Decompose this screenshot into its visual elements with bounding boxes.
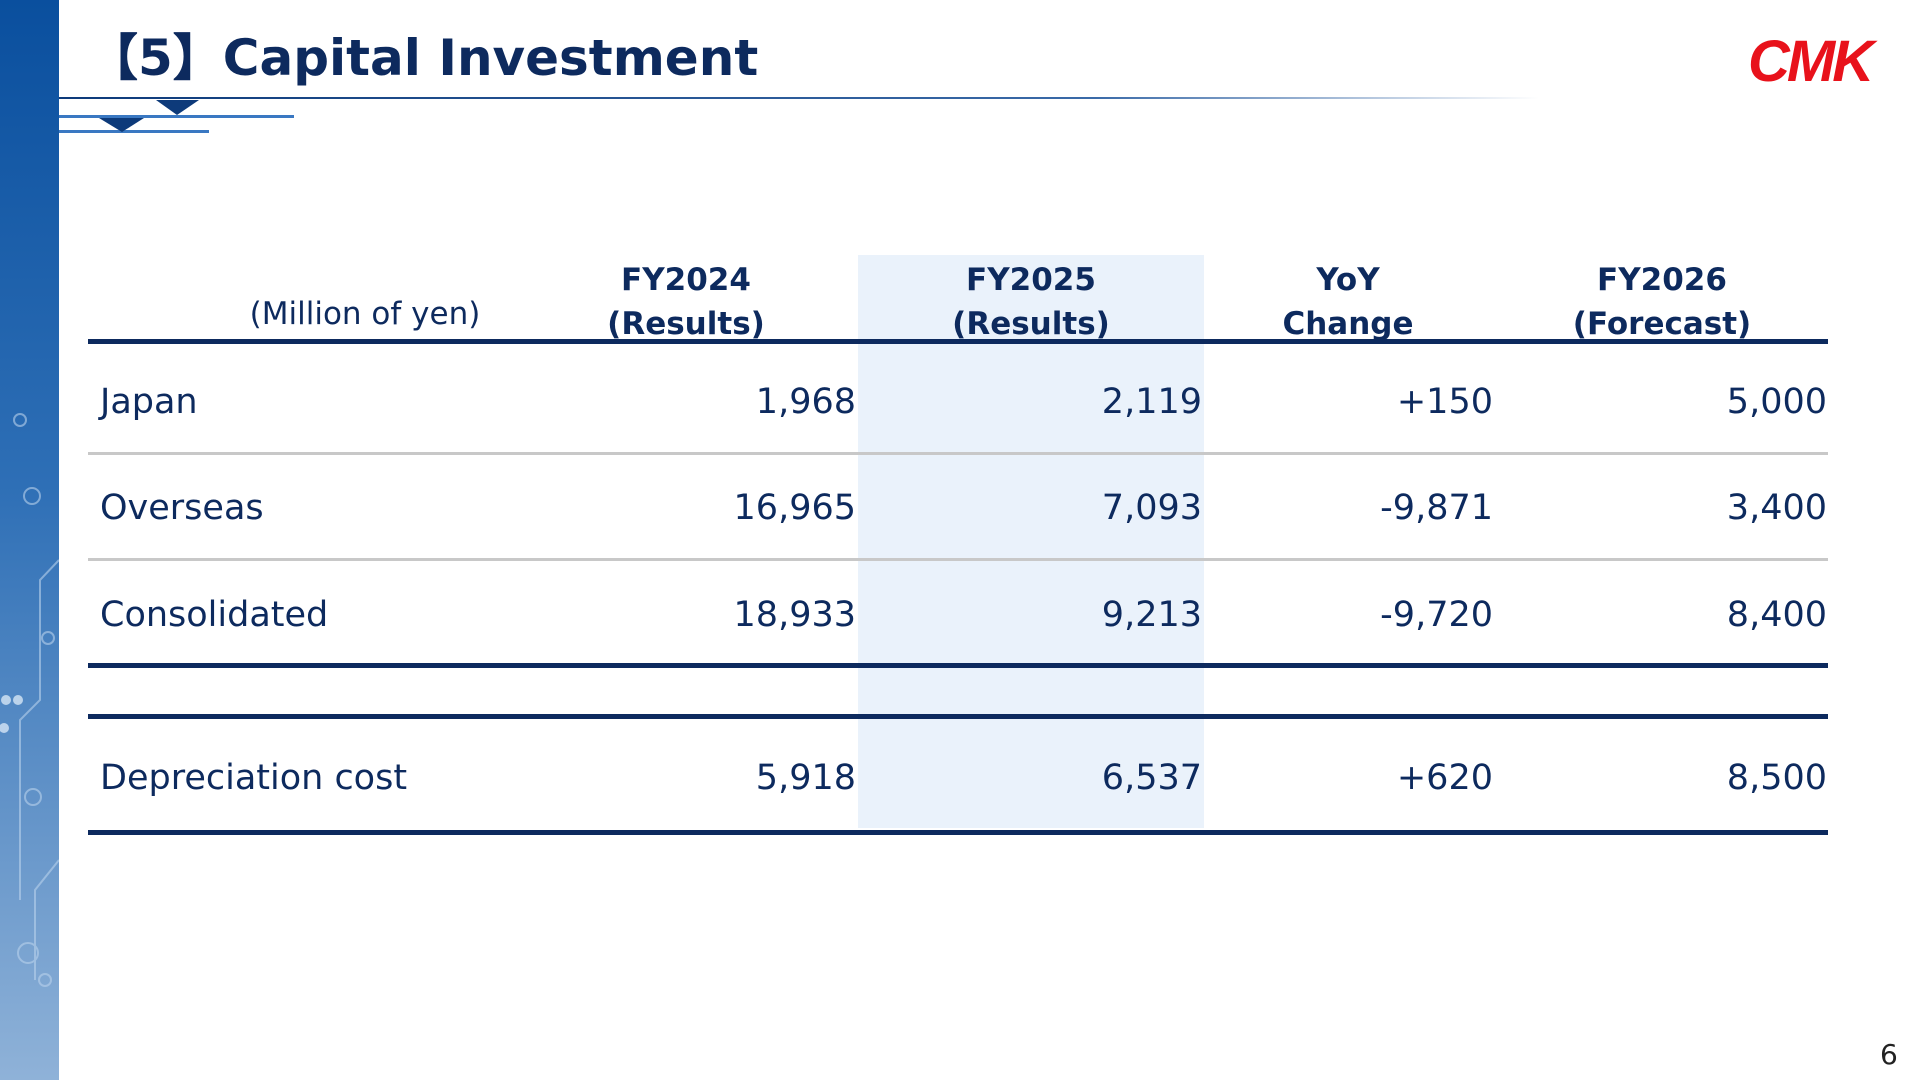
column-header: FY2025 — [966, 262, 1096, 298]
row-label: Overseas — [100, 488, 264, 528]
row-rule — [88, 663, 1828, 668]
cell-value: -9,720 — [1380, 595, 1493, 635]
side-bar — [0, 0, 60, 1080]
header-rule — [88, 339, 1828, 344]
cell-value: 8,400 — [1726, 595, 1827, 635]
row-rule — [88, 452, 1828, 455]
column-subheader: (Forecast) — [1572, 306, 1752, 342]
cell-value: 18,933 — [733, 595, 856, 635]
row-rule — [88, 714, 1828, 719]
row-rule — [88, 558, 1828, 561]
cell-value: -9,871 — [1380, 488, 1493, 528]
cell-value: 6,537 — [1101, 758, 1202, 798]
cell-value: 16,965 — [733, 488, 856, 528]
cell-value: 3,400 — [1726, 488, 1827, 528]
cell-value: +620 — [1396, 758, 1493, 798]
cell-value: 1,968 — [755, 382, 856, 422]
unit-label: (Million of yen) — [249, 296, 481, 332]
row-label: Japan — [100, 382, 198, 422]
circuit-decoration — [0, 413, 60, 987]
cell-value: 7,093 — [1101, 488, 1202, 528]
column-subheader: (Results) — [607, 306, 765, 342]
title-underline — [59, 97, 1539, 133]
company-logo: CMK — [1748, 29, 1874, 94]
cell-value: 2,119 — [1101, 382, 1202, 422]
row-rule — [88, 830, 1828, 835]
cell-value: 5,000 — [1726, 382, 1827, 422]
column-subheader: Change — [1282, 306, 1414, 342]
column-header: YoY — [1316, 262, 1380, 298]
row-label: Depreciation cost — [100, 758, 408, 798]
cell-value: 8,500 — [1726, 758, 1827, 798]
column-header: FY2024 — [621, 262, 751, 298]
column-highlight — [858, 255, 1204, 828]
cell-value: 5,918 — [755, 758, 856, 798]
cell-value: +150 — [1396, 382, 1493, 422]
column-header: FY2026 — [1597, 262, 1727, 298]
column-subheader: (Results) — [952, 306, 1110, 342]
page-number: 6 — [1880, 1038, 1898, 1071]
row-label: Consolidated — [100, 595, 329, 635]
cell-value: 9,213 — [1101, 595, 1202, 635]
slide-title: 【5】Capital Investment — [88, 29, 759, 87]
